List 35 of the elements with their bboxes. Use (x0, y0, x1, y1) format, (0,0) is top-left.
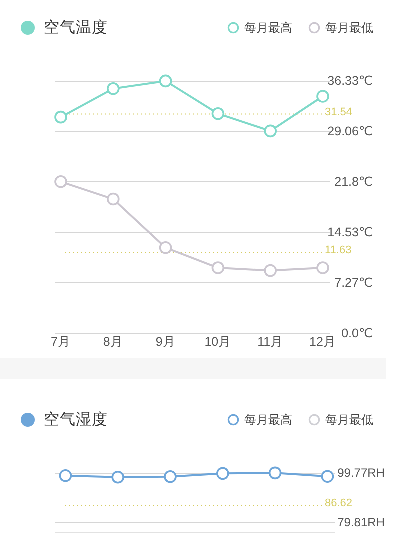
x-tick-label: 7月 (51, 335, 71, 349)
point (159, 74, 172, 88)
legend-label: 每月最高 (244, 21, 292, 35)
legend-label: 每月最低 (326, 413, 374, 427)
y-tick-label: 29.06℃ (328, 124, 373, 138)
point (212, 107, 225, 120)
y-tick-label: 21.8℃ (334, 174, 373, 189)
point (316, 262, 330, 274)
point (264, 264, 277, 278)
point (159, 241, 172, 254)
y-tick-label: 36.33℃ (328, 74, 373, 88)
legend-label: 每月最低 (326, 21, 374, 35)
y-tick-label: 0.0℃ (342, 326, 373, 340)
point (316, 90, 330, 103)
y-tick-label: 7.27℃ (334, 276, 373, 290)
legend-label: 每月最高 (244, 413, 292, 427)
x-tick-label: 9月 (156, 335, 176, 349)
point (54, 110, 68, 124)
x-tick-label: 12月 (310, 335, 336, 349)
point (107, 192, 120, 206)
chart-title: 空气湿度 (44, 410, 108, 428)
ref-line-label: 86.62 (325, 498, 353, 510)
point (264, 124, 277, 138)
x-tick-label: 10月 (204, 335, 232, 349)
point (54, 176, 68, 188)
y-tick-label: 99.77RH (338, 466, 385, 480)
y-tick-label: 79.81RH (338, 515, 385, 530)
ref-line-label: 31.54 (325, 106, 353, 118)
point (212, 262, 225, 274)
y-tick-label: 14.53℃ (328, 225, 373, 240)
chart-title: 空气温度 (44, 18, 108, 36)
ref-line-label: 11.63 (325, 244, 352, 257)
x-tick-label: 8月 (103, 335, 124, 349)
x-tick-label: 11月 (258, 335, 284, 349)
point (107, 82, 120, 96)
